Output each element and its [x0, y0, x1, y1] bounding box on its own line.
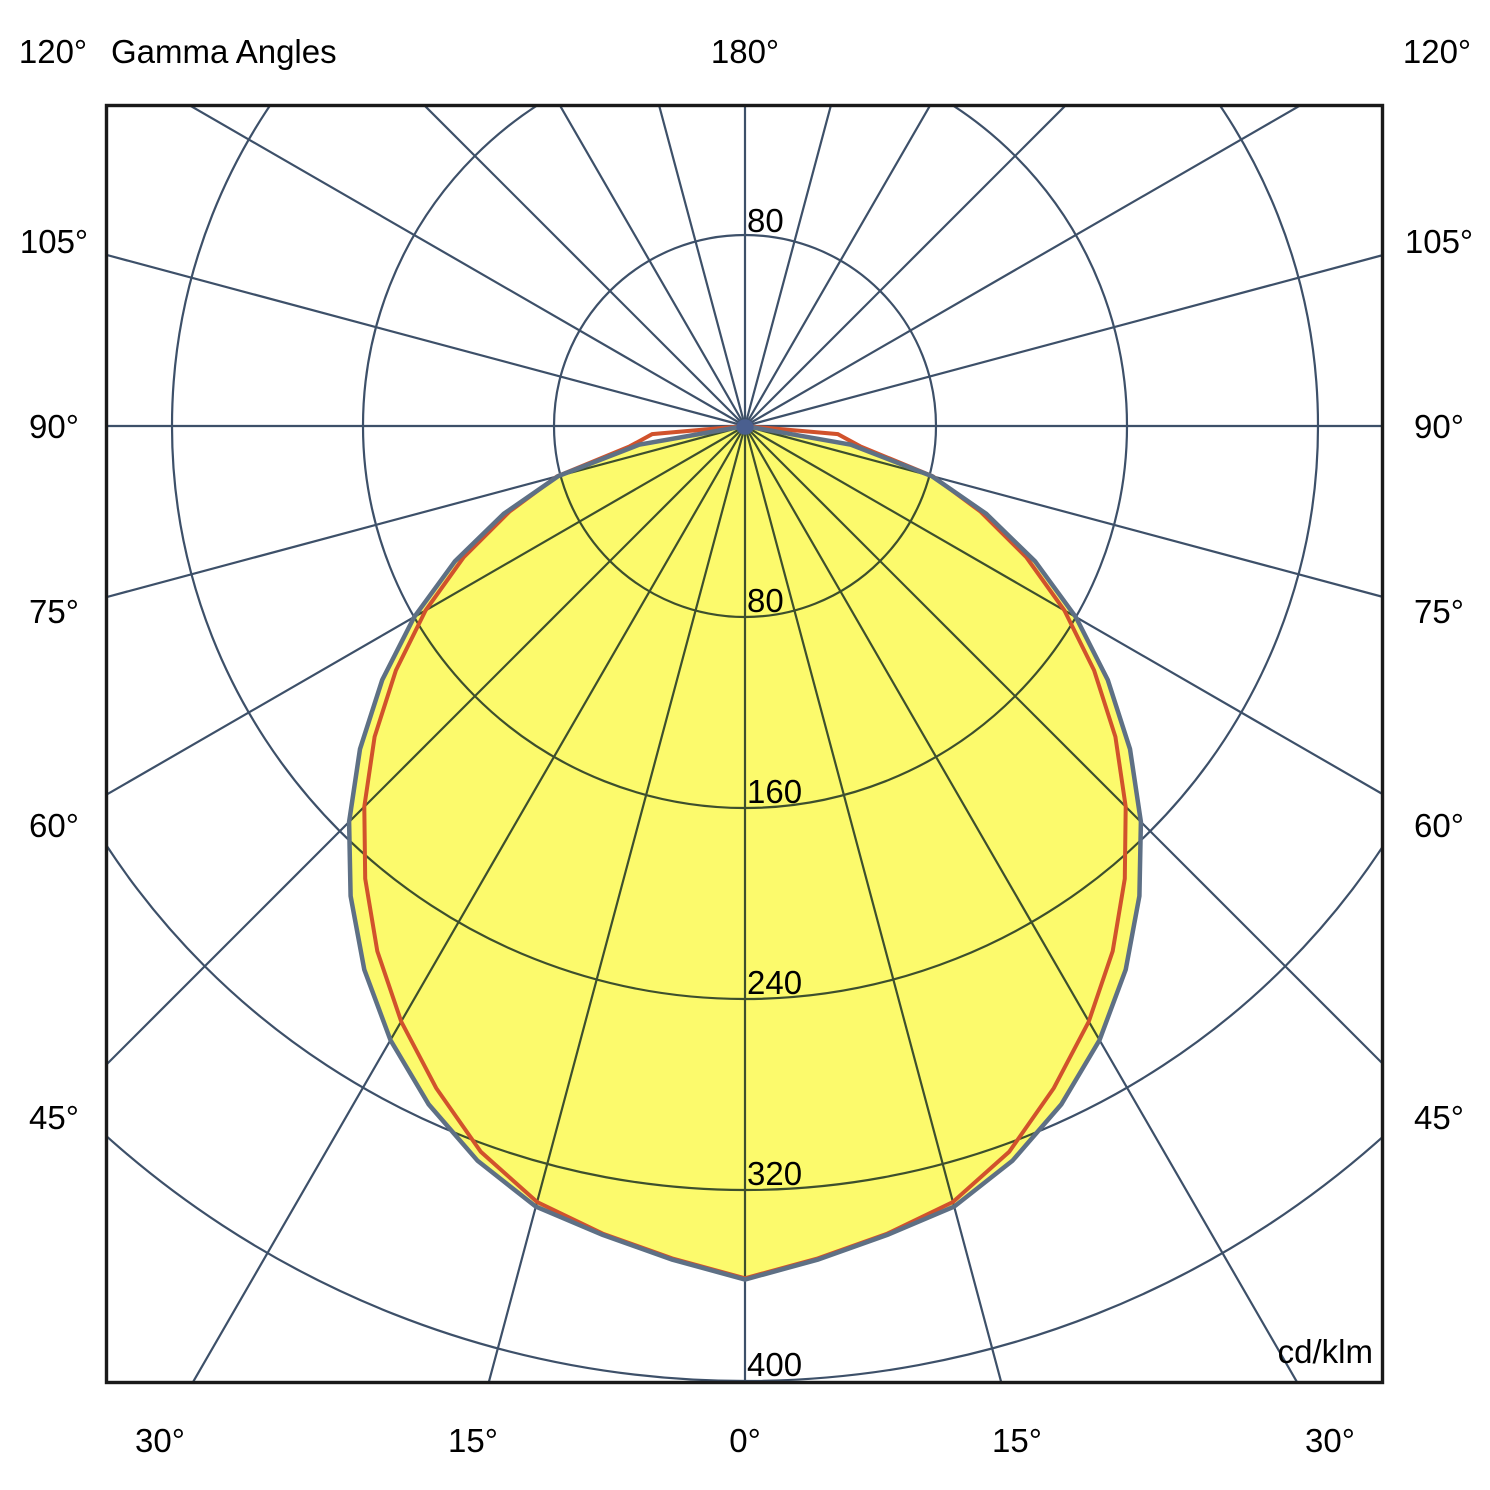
svg-text:180°: 180° [711, 33, 779, 70]
svg-text:75°: 75° [29, 593, 79, 630]
svg-text:320: 320 [747, 1155, 802, 1192]
svg-text:30°: 30° [1305, 1422, 1355, 1459]
svg-text:cd/klm: cd/klm [1278, 1333, 1373, 1370]
svg-text:400: 400 [747, 1346, 802, 1383]
svg-text:120°: 120° [19, 33, 87, 70]
svg-text:15°: 15° [992, 1422, 1042, 1459]
svg-text:240: 240 [747, 964, 802, 1001]
svg-text:60°: 60° [1414, 807, 1464, 844]
svg-text:90°: 90° [29, 408, 79, 445]
svg-text:45°: 45° [1414, 1099, 1464, 1136]
svg-text:60°: 60° [29, 807, 79, 844]
svg-text:30°: 30° [135, 1422, 185, 1459]
svg-text:0°: 0° [729, 1422, 761, 1459]
svg-text:120°: 120° [1403, 33, 1471, 70]
svg-text:15°: 15° [448, 1422, 498, 1459]
svg-text:90°: 90° [1414, 408, 1464, 445]
svg-text:80: 80 [747, 202, 784, 239]
svg-text:Gamma Angles: Gamma Angles [111, 33, 337, 70]
svg-text:75°: 75° [1414, 593, 1464, 630]
svg-text:45°: 45° [29, 1099, 79, 1136]
svg-text:105°: 105° [1405, 223, 1473, 260]
svg-text:80: 80 [747, 582, 784, 619]
svg-text:160: 160 [747, 773, 802, 810]
svg-text:105°: 105° [20, 223, 88, 260]
